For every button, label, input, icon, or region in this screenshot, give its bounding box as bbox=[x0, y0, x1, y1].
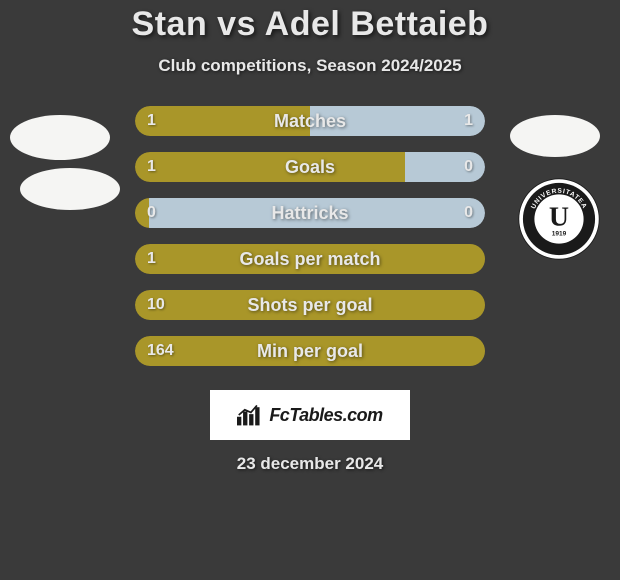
stat-label: Shots per goal bbox=[247, 295, 372, 316]
placeholder-badge-bottom-left bbox=[20, 168, 120, 210]
brand-text: FcTables.com bbox=[269, 405, 382, 426]
stat-left-value: 0 bbox=[147, 204, 156, 222]
svg-text:U: U bbox=[549, 202, 569, 233]
bars-icon bbox=[237, 404, 263, 426]
placeholder-badge-top-left bbox=[10, 115, 110, 160]
stat-bar: 0 0 Hattricks bbox=[135, 198, 485, 228]
stat-left-value: 1 bbox=[147, 250, 156, 268]
stat-right-value: 0 bbox=[464, 204, 473, 222]
stat-label: Min per goal bbox=[257, 341, 363, 362]
bar-left-fill bbox=[135, 152, 405, 182]
stat-left-value: 1 bbox=[147, 158, 156, 176]
svg-text:1919: 1919 bbox=[552, 230, 567, 237]
stat-bar: 1 Goals per match bbox=[135, 244, 485, 274]
stat-label: Hattricks bbox=[271, 203, 348, 224]
subtitle: Club competitions, Season 2024/2025 bbox=[0, 56, 620, 76]
page-title: Stan vs Adel Bettaieb bbox=[0, 5, 620, 44]
stat-label: Goals bbox=[285, 157, 335, 178]
stat-left-value: 164 bbox=[147, 342, 174, 360]
fctables-brand: FcTables.com bbox=[210, 390, 410, 440]
comparison-bars: 11Matches10Goals00Hattricks1Goals per ma… bbox=[135, 106, 485, 366]
stat-label: Goals per match bbox=[239, 249, 380, 270]
stat-bar: 1 0 Goals bbox=[135, 152, 485, 182]
stat-right-value: 0 bbox=[464, 158, 473, 176]
stat-bar: 1 1 Matches bbox=[135, 106, 485, 136]
date-label: 23 december 2024 bbox=[0, 454, 620, 474]
stat-right-value: 1 bbox=[464, 112, 473, 130]
stat-bar: 164 Min per goal bbox=[135, 336, 485, 366]
club-badge-cluj: UNIVERSITATEA CLUJ U 1919 bbox=[518, 178, 600, 260]
stat-bar: 10 Shots per goal bbox=[135, 290, 485, 320]
stat-left-value: 10 bbox=[147, 296, 165, 314]
stat-label: Matches bbox=[274, 111, 346, 132]
stat-left-value: 1 bbox=[147, 112, 156, 130]
placeholder-badge-top-right bbox=[510, 115, 600, 157]
